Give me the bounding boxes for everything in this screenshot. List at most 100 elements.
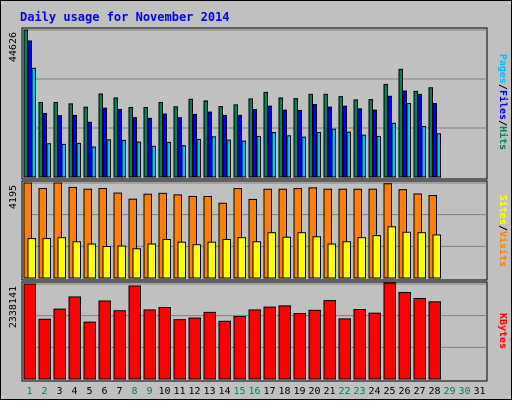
bar-sites-day-22 xyxy=(342,241,351,279)
day-label-8: 8 xyxy=(131,386,137,397)
bar-files-day-19 xyxy=(297,109,302,178)
bar-files-day-27 xyxy=(417,93,422,178)
bar-files-day-20 xyxy=(312,104,317,178)
day-label-6: 6 xyxy=(101,386,107,397)
day-label-12: 12 xyxy=(188,386,200,397)
day-label-18: 18 xyxy=(278,386,290,397)
bar-pages-day-16 xyxy=(256,135,261,178)
day-label-28: 28 xyxy=(428,386,440,397)
legend-bottom: KBytes xyxy=(497,313,508,349)
bar-kbytes-day-11 xyxy=(173,319,186,380)
bar-pages-day-1 xyxy=(31,67,36,178)
bar-hits-day-16 xyxy=(248,98,253,178)
bar-pages-day-26 xyxy=(406,103,411,178)
bar-files-day-7 xyxy=(117,108,122,178)
bar-kbytes-day-1 xyxy=(23,283,36,380)
day-label-27: 27 xyxy=(413,386,425,397)
day-label-14: 14 xyxy=(218,386,230,397)
bar-sites-day-27 xyxy=(417,232,426,279)
bar-kbytes-day-5 xyxy=(83,321,96,380)
max-value-label: 4195 xyxy=(8,185,19,209)
bar-pages-day-9 xyxy=(151,145,156,178)
bar-sites-day-6 xyxy=(102,246,111,279)
bar-files-day-9 xyxy=(147,117,152,178)
bar-files-day-11 xyxy=(177,117,182,178)
bar-sites-day-17 xyxy=(267,232,276,279)
bar-kbytes-day-7 xyxy=(113,310,126,380)
bar-files-day-23 xyxy=(357,108,362,178)
bar-hits-day-2 xyxy=(38,102,43,178)
bar-sites-day-10 xyxy=(162,239,171,279)
bar-kbytes-day-18 xyxy=(278,305,291,380)
bar-kbytes-day-27 xyxy=(413,298,426,380)
bar-pages-day-21 xyxy=(331,128,336,178)
bar-hits-day-5 xyxy=(83,106,88,178)
bar-pages-day-5 xyxy=(91,146,96,178)
bar-sites-day-12 xyxy=(192,244,201,279)
bar-hits-day-13 xyxy=(203,100,208,178)
bar-kbytes-day-25 xyxy=(383,282,396,380)
legend-item: Hits xyxy=(497,126,509,150)
day-label-25: 25 xyxy=(383,386,395,397)
bar-files-day-13 xyxy=(207,111,212,178)
bar-files-day-2 xyxy=(42,112,47,178)
day-label-21: 21 xyxy=(323,386,335,397)
day-label-19: 19 xyxy=(293,386,305,397)
bar-sites-day-2 xyxy=(42,238,51,279)
day-label-5: 5 xyxy=(86,386,92,397)
bar-hits-day-22 xyxy=(338,96,343,178)
bar-hits-day-9 xyxy=(143,106,148,178)
bar-hits-day-7 xyxy=(113,97,118,178)
bar-sites-day-16 xyxy=(252,241,261,279)
bar-sites-day-28 xyxy=(432,234,441,279)
bar-hits-day-18 xyxy=(278,97,283,178)
bar-pages-day-17 xyxy=(271,132,276,178)
bar-hits-day-4 xyxy=(68,103,73,178)
bar-hits-day-20 xyxy=(308,93,313,178)
bar-sites-day-1 xyxy=(27,238,36,279)
bar-files-day-21 xyxy=(327,106,332,178)
bar-kbytes-day-17 xyxy=(263,306,276,380)
bar-files-day-16 xyxy=(252,108,257,178)
bar-hits-day-3 xyxy=(53,102,58,178)
bar-kbytes-day-21 xyxy=(323,300,336,380)
bar-kbytes-day-8 xyxy=(128,285,141,380)
bar-pages-day-8 xyxy=(136,141,141,178)
bar-sites-day-19 xyxy=(297,232,306,279)
bar-kbytes-day-28 xyxy=(428,301,441,380)
bar-kbytes-day-3 xyxy=(53,308,66,380)
bar-kbytes-day-24 xyxy=(368,312,381,380)
bar-pages-day-27 xyxy=(421,126,426,178)
bar-hits-day-23 xyxy=(353,99,358,178)
day-label-22: 22 xyxy=(338,386,350,397)
bar-kbytes-day-12 xyxy=(188,317,201,380)
bar-pages-day-7 xyxy=(121,139,126,178)
bar-pages-day-14 xyxy=(226,139,231,178)
bar-sites-day-9 xyxy=(147,243,156,279)
legend-top: Pages/Files/Hits xyxy=(497,54,509,150)
bar-hits-day-6 xyxy=(98,93,103,178)
bar-pages-day-6 xyxy=(106,139,111,178)
bar-kbytes-day-2 xyxy=(38,318,51,380)
bar-kbytes-day-23 xyxy=(353,309,366,380)
bar-kbytes-day-26 xyxy=(398,291,411,380)
bar-files-day-12 xyxy=(192,113,197,178)
bar-sites-day-3 xyxy=(57,237,66,279)
bar-kbytes-day-10 xyxy=(158,306,171,380)
day-label-13: 13 xyxy=(203,386,215,397)
bar-files-day-14 xyxy=(222,114,227,178)
bar-sites-day-5 xyxy=(87,243,96,279)
day-label-26: 26 xyxy=(398,386,410,397)
bar-pages-day-3 xyxy=(61,143,66,178)
legend-item: / xyxy=(497,225,508,231)
bar-kbytes-day-19 xyxy=(293,313,306,380)
bar-kbytes-day-14 xyxy=(218,320,231,380)
bar-sites-day-8 xyxy=(132,248,141,279)
day-label-16: 16 xyxy=(248,386,260,397)
max-value-label: 2338141 xyxy=(8,286,19,328)
day-label-24: 24 xyxy=(368,386,380,397)
